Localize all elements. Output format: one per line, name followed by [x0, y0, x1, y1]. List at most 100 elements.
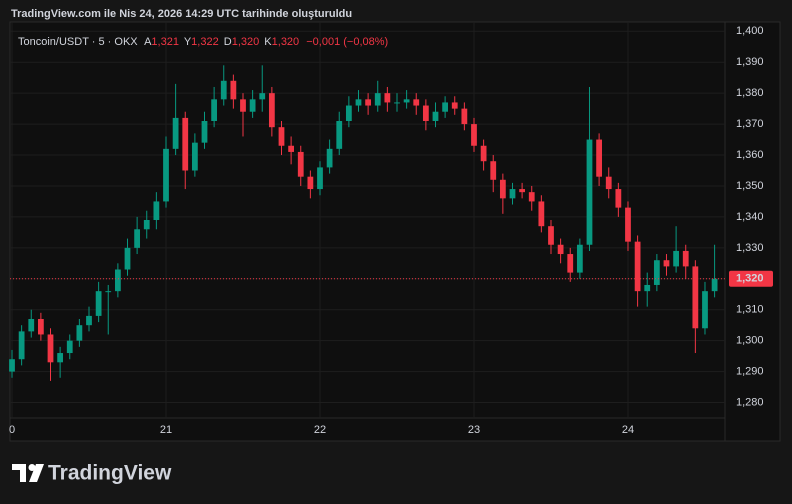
- y-tick-label: 1,380: [736, 87, 764, 99]
- candle-body: [538, 201, 545, 227]
- legend-value: 1,322: [191, 36, 219, 48]
- x-tick-label: 0: [9, 424, 15, 436]
- candle-body: [461, 108, 468, 125]
- candle-body: [9, 359, 15, 372]
- y-tick-label: 1,360: [736, 149, 764, 161]
- candle-body: [18, 331, 25, 360]
- logo-slash: [29, 464, 44, 482]
- candle-body: [220, 80, 227, 100]
- x-tick-label: 23: [468, 424, 480, 436]
- legend-key: K: [264, 36, 272, 48]
- candle-body: [702, 291, 708, 329]
- candle-body: [519, 189, 525, 193]
- candle-body: [442, 102, 449, 112]
- candle-body: [240, 99, 246, 112]
- header: TradingView.com ile Nis 24, 2026 14:29 U…: [11, 8, 352, 20]
- candle-body: [644, 284, 651, 292]
- candles: [9, 65, 718, 381]
- candle-body: [143, 220, 150, 230]
- logo-dot: [28, 464, 36, 471]
- candle-body: [28, 319, 35, 332]
- candle-body: [653, 260, 660, 285]
- candle-body: [317, 167, 323, 190]
- candle-body: [625, 207, 631, 242]
- logo-mark: [12, 464, 26, 482]
- x-tick-label: 21: [160, 424, 172, 436]
- candle-body: [634, 241, 641, 292]
- candle-body: [374, 93, 381, 106]
- y-tick-label: 1,330: [736, 242, 764, 254]
- candle-body: [249, 99, 256, 112]
- candle-body: [86, 315, 92, 326]
- candle-body: [326, 148, 333, 168]
- last-price-label: 1,320: [736, 273, 764, 285]
- candle-body: [422, 105, 429, 121]
- legend-value: 1,321: [151, 36, 179, 48]
- candle-body: [288, 145, 295, 152]
- candle-body: [134, 229, 141, 248]
- candle-body: [403, 99, 410, 103]
- candle-body: [471, 124, 477, 146]
- candle-body: [76, 325, 83, 341]
- y-tick-label: 1,350: [736, 180, 764, 192]
- candle-body: [201, 121, 208, 143]
- candle-body: [259, 93, 266, 100]
- candle-body: [711, 278, 718, 292]
- y-tick-label: 1,280: [736, 396, 764, 408]
- candle-body: [355, 99, 362, 106]
- candle-body: [692, 266, 699, 329]
- candle-body: [182, 117, 189, 171]
- candle-body: [114, 269, 121, 292]
- x-tick-label: 22: [314, 424, 326, 436]
- candle-body: [191, 142, 198, 171]
- candle-body: [596, 139, 602, 177]
- candle-body: [384, 93, 391, 103]
- candle-body: [345, 105, 352, 121]
- y-tick-label: 1,290: [736, 366, 764, 378]
- candle-body: [124, 247, 131, 270]
- candle-body: [557, 244, 564, 255]
- candle-body: [105, 291, 112, 293]
- candle-body: [432, 111, 439, 121]
- last-price-badge: [729, 270, 773, 287]
- candle-body: [528, 192, 535, 202]
- candle-body: [615, 189, 622, 208]
- candle-body: [480, 145, 487, 162]
- candle-body: [365, 99, 372, 106]
- candle-body: [682, 250, 689, 267]
- candle-body: [297, 151, 304, 177]
- legend-change: −0,001 (−0,08%): [306, 36, 388, 48]
- candle-body: [66, 340, 73, 354]
- y-tick-label: 1,370: [736, 118, 764, 130]
- candle-body: [163, 148, 169, 202]
- y-tick-label: 1,390: [736, 56, 764, 68]
- candle-body: [490, 161, 497, 180]
- candle-body: [37, 319, 44, 335]
- candle-body: [95, 291, 102, 316]
- candle-body: [509, 189, 516, 199]
- chart-panel: [9, 21, 781, 442]
- y-tick-label: 1,310: [736, 304, 764, 316]
- candle-body: [57, 353, 64, 363]
- legend-value: 1,320: [232, 36, 260, 48]
- candle-body: [548, 226, 554, 245]
- candle-body: [268, 93, 275, 128]
- y-tick-label: 1,340: [736, 211, 764, 223]
- candle-body: [153, 201, 160, 220]
- candle-body: [413, 99, 420, 106]
- candle-body: [336, 121, 343, 149]
- candle-body: [605, 176, 612, 190]
- candle-body: [673, 250, 679, 267]
- legend: Toncoin/USDT · 5 · OKX A1,321 Y1,322 D1,…: [18, 36, 388, 48]
- y-tick-label: 1,400: [736, 25, 764, 37]
- candle-body: [230, 80, 237, 100]
- candle-body: [663, 260, 670, 267]
- brand: TradingView: [48, 462, 172, 485]
- candle-body: [47, 334, 54, 363]
- candle-body: [172, 117, 179, 149]
- candle-body: [307, 176, 314, 190]
- candle-body: [211, 99, 218, 121]
- y-tick-label: 1,300: [736, 335, 764, 347]
- candle-body: [499, 179, 506, 199]
- legend-key: A: [144, 36, 152, 48]
